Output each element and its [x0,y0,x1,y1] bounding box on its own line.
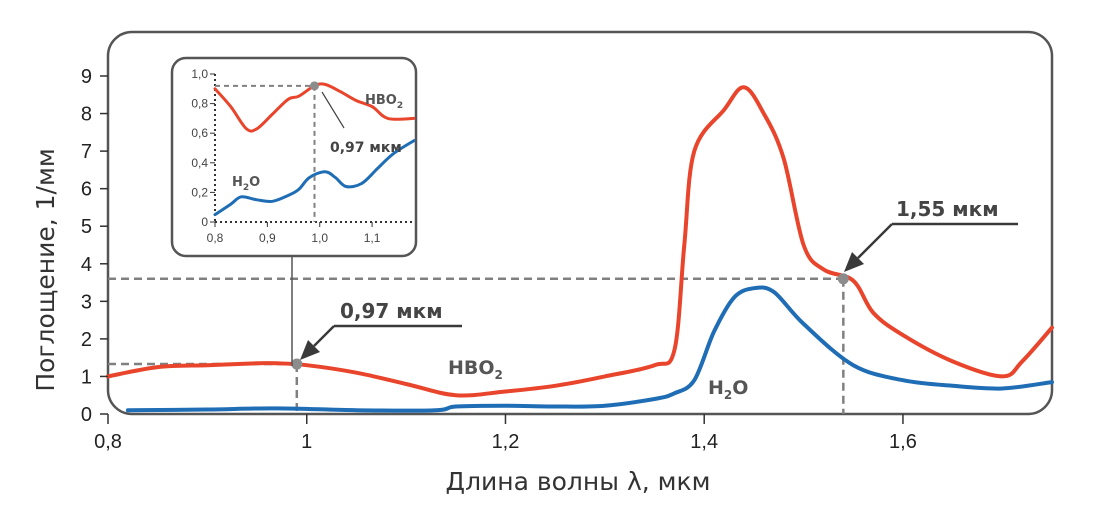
series-label-h2o: H2O [708,377,748,402]
inset-frame [170,56,418,258]
x-tick-label: 1,2 [492,431,520,453]
inset-series-label-hbo2: HBO2 [365,93,403,111]
x-tick-label: 0,8 [94,431,122,453]
inset-plot-series [213,82,416,217]
inset-y-tick-label: 0,2 [191,185,208,199]
annotation-155: 1,55 мкм [844,197,1018,272]
inset-x-tick-label: 0,9 [259,231,276,245]
y-tick-label: 0 [81,404,92,426]
series-line-h2o [125,285,1054,413]
y-tick-label: 8 [81,104,92,126]
inset-series-label-h2o: H2O [232,175,260,193]
y-tick-label: 6 [81,179,92,201]
inset-series-line-hbo2 [213,82,416,133]
x-tick-label: 1 [301,431,312,453]
inset-axes [214,74,414,223]
inset-x-ticks: 0,8 0,9 1,0 1,1 [207,222,381,245]
annotation-097-arrow-head [300,340,320,360]
y-axis-ticks: 0 1 2 3 4 5 6 7 8 9 [81,66,108,426]
annotation-097-label: 0,97 мкм [340,299,443,323]
highlight-markers [291,273,849,370]
chart-frame [106,30,1054,416]
inset-highlight-point [310,81,319,91]
annotation-155-arrow-head [844,252,864,272]
x-tick-label: 1,6 [889,431,917,453]
y-tick-label: 7 [81,141,92,163]
y-tick-label: 1 [81,366,92,388]
inset-x-tick-label: 1,1 [364,231,381,245]
x-axis-ticks: 0,8 1 1,2 1,4 1,6 [94,414,917,453]
inset-x-tick-label: 1,0 [311,231,328,245]
y-tick-label: 9 [81,66,92,88]
y-tick-label: 3 [81,291,92,313]
y-axis-title: Поглощение, 1/мм [31,148,60,391]
inset-y-tick-label: 0,8 [191,97,208,111]
inset-y-tick-label: 0,6 [191,126,208,140]
inset-y-ticks: 0 0,2 0,4 0,6 0,8 1,0 [191,67,215,229]
inset-y-tick-label: 0,4 [191,156,208,170]
inset-chart: 0 0,2 0,4 0,6 0,8 1,0 0,8 0,9 1,0 1,1 0,97 мкм H… [170,56,418,366]
inset-x-tick-label: 0,8 [207,231,224,245]
inset-annotation-arrow-line [321,91,345,129]
inset-y-tick-label: 0 [201,215,208,229]
y-tick-label: 2 [81,329,92,351]
x-axis-title: Длина волны λ, мкм [446,467,711,496]
inset-annotation-label: 0,97 мкм [330,140,402,156]
inset-guide-lines [215,81,319,222]
highlight-point [291,358,303,370]
annotation-097-arrow-line [313,325,335,347]
highlight-point [837,273,849,285]
annotation-155-arrow-line [857,223,893,259]
inset-y-tick-label: 1,0 [191,67,208,81]
y-tick-label: 5 [81,216,92,238]
y-tick-label: 4 [81,254,92,276]
series-label-hbo2: HBO2 [448,357,503,382]
x-tick-label: 1,4 [690,431,718,453]
inset-series-line-h2o [213,139,416,217]
annotation-097: 0,97 мкм [300,299,462,360]
annotation-155-label: 1,55 мкм [896,197,999,221]
